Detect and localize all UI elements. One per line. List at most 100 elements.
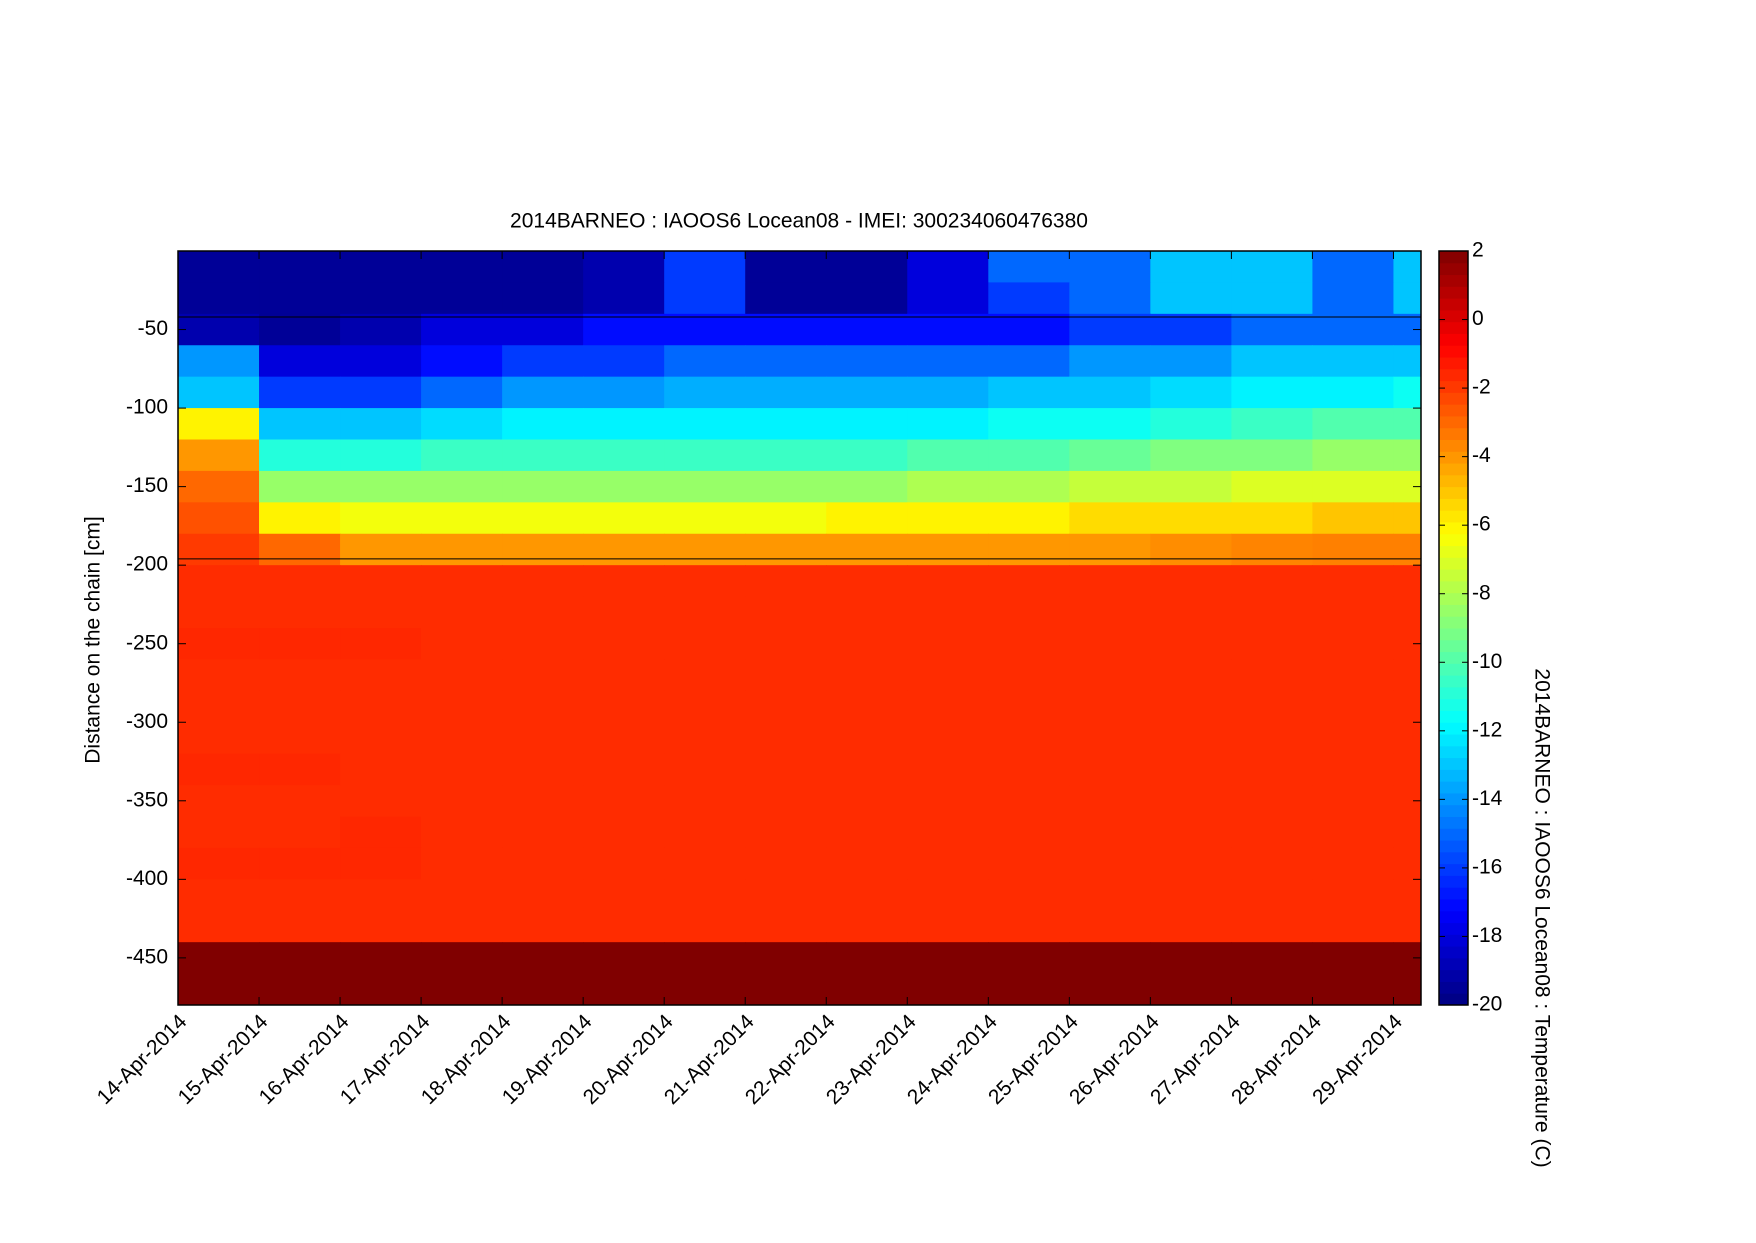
colorbar-tick-label: -10 — [1472, 650, 1502, 673]
colorbar-segment — [1439, 345, 1468, 358]
heatmap-cell — [988, 816, 1070, 849]
heatmap-cell — [340, 345, 422, 378]
heatmap-cell — [1231, 879, 1313, 912]
heatmap-cell — [340, 376, 422, 409]
heatmap-cell — [1069, 628, 1151, 660]
heatmap-cell — [1150, 345, 1232, 378]
heatmap-cell — [259, 596, 341, 629]
heatmap-cell — [340, 816, 422, 849]
heatmap-cell — [1069, 910, 1151, 943]
colorbar-segment — [1439, 415, 1468, 429]
heatmap-cell — [421, 470, 503, 503]
heatmap-cell — [988, 408, 1070, 440]
heatmap-cell — [1150, 847, 1232, 880]
heatmap-cell — [421, 596, 503, 629]
heatmap-cell — [1069, 408, 1151, 440]
colorbar-segment — [1439, 851, 1468, 865]
heatmap-cell — [664, 345, 746, 378]
heatmap-cell — [1150, 910, 1232, 943]
heatmap-cell — [1312, 722, 1394, 755]
heatmap-cell — [1150, 596, 1232, 629]
heatmap-cell — [988, 753, 1070, 786]
heatmap-cell — [259, 376, 341, 409]
heatmap-cell — [745, 847, 827, 880]
heatmap-cell — [340, 690, 422, 723]
heatmap-cell — [826, 942, 908, 975]
heatmap-cell — [826, 816, 908, 849]
heatmap-cell — [826, 345, 908, 378]
heatmap-cell — [1312, 439, 1394, 472]
heatmap-cell — [1312, 942, 1394, 975]
heatmap-cell — [1312, 973, 1394, 1006]
heatmap-cell — [178, 690, 260, 723]
heatmap-cell — [421, 816, 503, 849]
heatmap-cell — [1150, 628, 1232, 660]
heatmap-cell — [421, 282, 503, 315]
heatmap-cell — [583, 879, 665, 912]
heatmap-cell — [178, 533, 260, 566]
colorbar-segment — [1439, 298, 1468, 311]
heatmap-cell — [1069, 313, 1151, 346]
heatmap-cell — [1312, 282, 1394, 315]
colorbar-segment — [1439, 781, 1468, 794]
colorbar-segment — [1439, 710, 1468, 723]
heatmap-cell — [907, 565, 989, 598]
heatmap-cell — [1231, 847, 1313, 880]
heatmap-cell — [907, 282, 989, 315]
heatmap-cell — [1150, 659, 1232, 692]
heatmap-cell — [826, 408, 908, 440]
colorbar-segment — [1439, 934, 1468, 947]
colorbar-segment — [1439, 686, 1468, 700]
heatmap-cell — [1312, 376, 1394, 409]
heatmap-cell — [259, 816, 341, 849]
heatmap-cell — [178, 910, 260, 943]
heatmap-cell — [1150, 439, 1232, 472]
colorbar-segment — [1439, 321, 1468, 334]
heatmap-cell — [1150, 408, 1232, 440]
heatmap-cell — [1069, 753, 1151, 786]
heatmap-cell — [421, 690, 503, 723]
colorbar-segment — [1439, 427, 1468, 440]
heatmap-cell — [826, 376, 908, 409]
colorbar-tick-label: -4 — [1472, 444, 1491, 467]
heatmap-cell — [259, 502, 341, 535]
heatmap-cell — [259, 439, 341, 472]
heatmap-cell — [259, 973, 341, 1006]
heatmap-cell — [988, 470, 1070, 503]
heatmap-cell — [421, 565, 503, 598]
heatmap-cell — [1312, 816, 1394, 849]
heatmap-cell — [1150, 565, 1232, 598]
colorbar-segment — [1439, 722, 1468, 735]
heatmap-cell — [502, 439, 584, 472]
colorbar-label: 2014BARNEO : IAOOS6 Locean08 : Temperatu… — [1530, 668, 1553, 1167]
colorbar-segment — [1439, 368, 1468, 382]
heatmap-cell — [421, 785, 503, 817]
heatmap-cell — [1069, 973, 1151, 1006]
heatmap-cell — [583, 659, 665, 692]
heatmap-cell — [664, 785, 746, 817]
heatmap-cell — [259, 565, 341, 598]
heatmap-cell — [664, 439, 746, 472]
heatmap-cell — [907, 533, 989, 566]
heatmap-cell — [340, 282, 422, 315]
colorbar-segment — [1439, 545, 1468, 558]
heatmap-cell — [1150, 722, 1232, 755]
colorbar-segment — [1439, 286, 1468, 299]
colorbar-segment — [1439, 887, 1468, 900]
heatmap-cell — [907, 722, 989, 755]
heatmap-cell — [988, 847, 1070, 880]
heatmap-cell — [1393, 816, 1422, 849]
heatmap-cell — [502, 502, 584, 535]
heatmap-cell — [1231, 565, 1313, 598]
heatmap-cell — [178, 565, 260, 598]
heatmap-cell — [664, 659, 746, 692]
colorbar-segment — [1439, 580, 1468, 594]
colorbar-segment — [1439, 993, 1468, 1006]
heatmap-cell — [1150, 785, 1232, 817]
heatmap-cell — [745, 345, 827, 378]
colorbar-segment — [1439, 651, 1468, 664]
heatmap-cell — [826, 753, 908, 786]
heatmap-cell — [583, 565, 665, 598]
heatmap-cell — [421, 910, 503, 943]
heatmap-cell — [502, 816, 584, 849]
